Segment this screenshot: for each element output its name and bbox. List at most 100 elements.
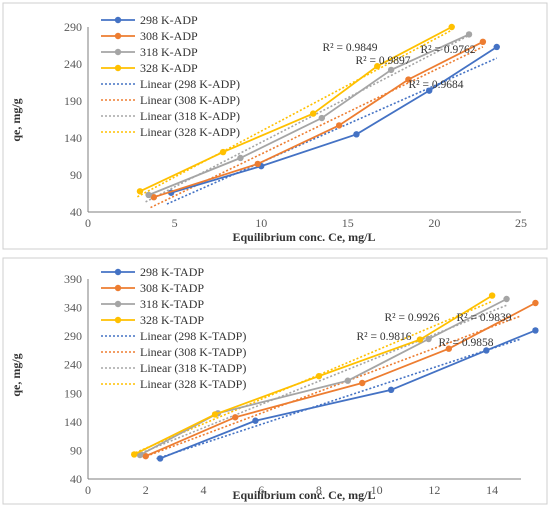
data-point [479,38,487,45]
y-axis-title: qe, mg/g [9,353,23,396]
legend-label: Linear (318 K-ADP) [140,109,240,123]
legend-label: 298 K-ADP [140,13,198,27]
y-tick-label: 340 [64,301,82,315]
data-point [425,335,432,343]
data-point [483,347,490,354]
x-tick-label: 0 [85,216,91,230]
x-tick-label: 15 [342,216,354,230]
r-squared-label: R² = 0.9858 [439,337,494,349]
y-tick-label: 40 [70,472,82,486]
data-point [318,114,326,122]
data-point [254,160,261,168]
data-point [252,417,259,424]
legend-label: 298 K-TADP [140,265,204,279]
x-tick-label: 10 [255,216,267,230]
legend: 298 K-TADP 308 K-TADP 318 K-TADP 328 K-TADP… [101,265,246,391]
x-tick-label: 10 [371,483,383,497]
data-point [426,87,433,94]
legend-marker [114,48,122,56]
legend-marker [114,316,122,324]
data-point [488,292,496,299]
x-tick-label: 14 [486,483,498,497]
x-axis-title: Equilibrium conc. Ce, mg/L [232,488,375,502]
x-tick-label: 4 [200,483,206,497]
data-point [145,191,152,199]
legend-label: 328 K-TADP [140,313,204,327]
legend-label: 308 K-TADP [140,281,204,295]
trendline-4 [131,300,493,455]
data-point [219,148,227,156]
r-squared-label: R² = 0.9684 [409,79,464,91]
y-tick-label: 390 [64,272,82,286]
legend-label: Linear (308 K-TADP) [140,345,246,359]
data-point [465,31,473,38]
trendline-4 [136,29,453,198]
y-tick-label: 240 [64,57,82,71]
r-squared-label: R² = 0.9816 [357,331,412,343]
legend-label: Linear (308 K-ADP) [140,93,240,107]
x-tick-label: 25 [515,216,527,230]
legend-marker [114,284,122,292]
data-point [211,411,219,418]
data-point [416,336,424,343]
x-tick-label: 0 [85,483,91,497]
legend-label: Linear (298 K-TADP) [140,329,246,343]
data-point [359,379,366,387]
y-tick-label: 140 [64,415,82,429]
data-point [136,451,144,459]
legend-label: 308 K-ADP [140,29,198,43]
r-squared-label: R² = 0.9926 [385,312,440,324]
r-squared-label: R² = 0.9849 [323,42,378,54]
trendline-2 [142,315,522,459]
chart-frame [2,257,548,505]
legend-label: Linear (328 K-TADP) [140,377,246,391]
chart-adp: 0 5 10 15 20 25 40 90 140 190 240 290 Equilibrium co… [2,2,548,250]
data-point [405,76,412,83]
legend-label: 328 K-ADP [140,61,198,75]
y-tick-label: 190 [64,386,82,400]
x-tick-label: 8 [316,483,322,497]
data-point [374,63,381,70]
data-point [309,110,317,117]
legend-marker [114,64,122,72]
chart-tadp: 0 2 4 6 8 10 12 14 40 90 140 190 240 290 340 390 Equilib… [2,257,548,505]
r-squared-label: R² = 0.9897 [356,55,411,67]
legend-marker [114,268,122,276]
y-tick-label: 140 [64,131,82,145]
data-point [142,452,149,460]
y-tick-label: 290 [64,20,82,34]
x-tick-label: 20 [428,216,440,230]
data-point [237,154,244,162]
data-point [532,299,539,307]
x-tick-label: 6 [258,483,264,497]
data-point [532,327,539,334]
data-point [315,372,323,380]
data-point [232,414,239,421]
data-point [445,345,453,352]
y-tick-label: 90 [70,443,82,457]
data-point [387,386,395,394]
data-point [130,451,138,458]
legend-marker [114,16,122,24]
y-axis-title: qe, mg/g [9,98,23,141]
y-tick-label: 240 [64,358,82,372]
data-point [136,188,144,195]
chart-frame [2,2,548,250]
data-point [335,122,343,129]
x-tick-label: 12 [428,483,440,497]
legend-marker [114,300,122,308]
r-squared-label: R² = 0.9762 [421,44,476,56]
legend-label: 318 K-TADP [140,297,204,311]
x-tick-label: 2 [143,483,149,497]
y-tick-label: 40 [70,205,82,219]
legend: 298 K-ADP 308 K-ADP 318 K-ADP 328 K-ADP Line… [101,13,240,139]
x-tick-label: 5 [172,216,178,230]
y-tick-label: 90 [70,168,82,182]
data-point [387,66,395,74]
legend-label: 318 K-ADP [140,45,198,59]
data-point [448,23,455,31]
data-point [156,455,164,462]
legend-label: Linear (318 K-TADP) [140,361,246,375]
data-point [150,194,158,201]
